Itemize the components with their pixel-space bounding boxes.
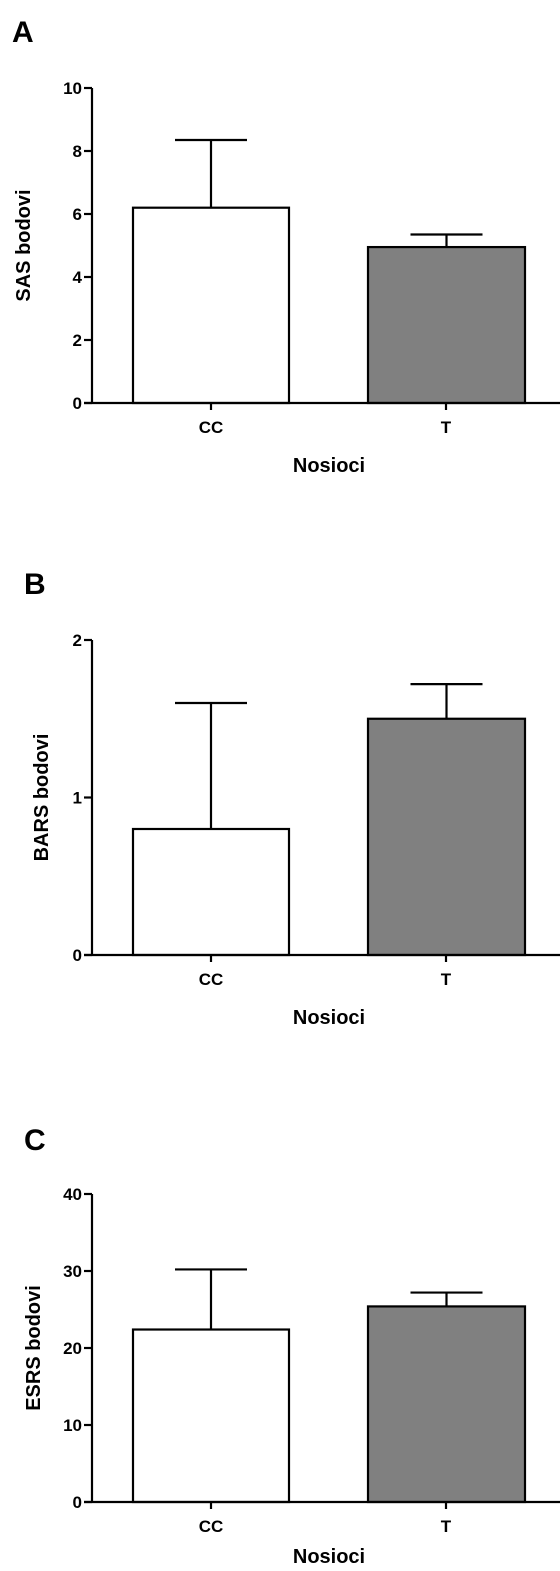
panel-letter: A [12, 16, 34, 49]
y-tick-label: 0 [73, 946, 82, 965]
x-axis-title: Nosioci [293, 1007, 365, 1029]
bar [131, 827, 291, 957]
x-tick-label: CC [199, 418, 224, 437]
y-tick-label: 4 [73, 268, 83, 287]
bar [366, 717, 527, 957]
x-tick-label: CC [199, 970, 224, 989]
y-tick-label: 10 [63, 1416, 82, 1435]
y-tick-label: 10 [63, 79, 82, 98]
y-tick-label: 40 [63, 1185, 82, 1204]
y-tick-label: 2 [73, 631, 82, 650]
x-tick-label: CC [199, 1517, 224, 1536]
x-tick-label: T [441, 970, 452, 989]
bar [366, 245, 527, 405]
y-tick-label: 8 [73, 142, 82, 161]
y-tick-label: 0 [73, 394, 82, 413]
x-axis-title: Nosioci [293, 1546, 365, 1568]
x-tick-label: T [441, 1517, 452, 1536]
y-axis-title: ESRS bodovi [23, 1285, 45, 1411]
y-tick-label: 0 [73, 1493, 82, 1512]
y-tick-label: 1 [73, 789, 82, 808]
bar [131, 206, 291, 405]
panel-letter: B [24, 568, 46, 601]
x-tick-label: T [441, 418, 452, 437]
panel-letter: C [24, 1124, 46, 1157]
x-axis-title: Nosioci [293, 455, 365, 477]
bar [131, 1328, 291, 1504]
y-tick-label: 6 [73, 205, 82, 224]
y-axis-title: SAS bodovi [13, 189, 35, 301]
y-tick-label: 30 [63, 1262, 82, 1281]
bar [366, 1305, 527, 1504]
y-axis-title: BARS bodovi [31, 734, 53, 862]
y-tick-label: 2 [73, 331, 82, 350]
y-tick-label: 20 [63, 1339, 82, 1358]
